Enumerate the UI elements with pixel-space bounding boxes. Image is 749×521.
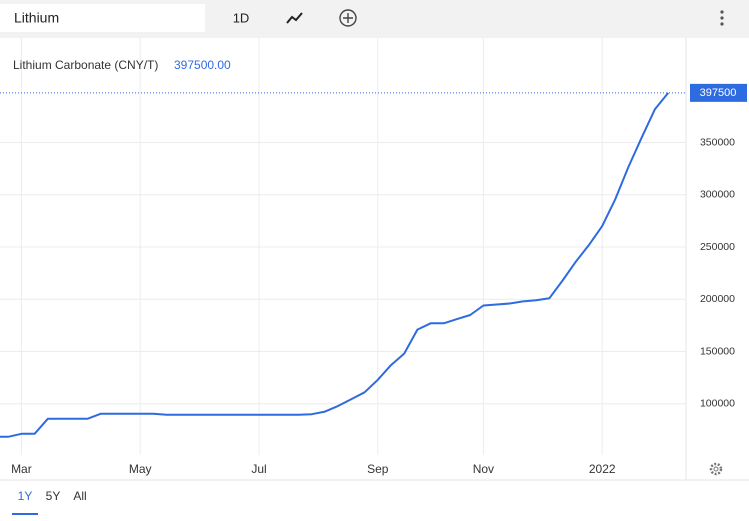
price-line [0,92,669,438]
range-button[interactable]: 5Y [46,489,61,503]
x-tick-label: May [129,462,152,476]
search-box[interactable] [0,4,205,32]
interval-button[interactable]: 1D [233,10,250,25]
range-buttons: 1Y 5Y All [12,489,87,515]
grid [0,38,686,455]
plot [0,92,686,438]
last-price-label: 397500 [700,87,737,99]
range-button[interactable]: All [73,489,86,503]
menu-icon[interactable] [720,10,724,26]
axes: 100000 150000 200000 250000 300000 350000 Mar M… [11,83,747,476]
add-icon-plus [343,13,353,23]
y-tick-label: 250000 [700,241,735,253]
chart-style-icon[interactable] [286,12,303,24]
y-tick-label: 350000 [700,136,735,148]
range-button[interactable]: 1Y [18,489,33,503]
settings-icon[interactable] [709,462,723,476]
add-icon[interactable] [339,9,357,27]
x-tick-label: 2022 [589,462,616,476]
y-tick-label: 150000 [700,345,735,357]
x-tick-label: Sep [367,462,389,476]
legend-title: Lithium Carbonate (CNY/T) [13,58,158,72]
y-tick-label: 300000 [700,189,735,201]
x-tick-label: Nov [473,462,494,476]
legend-value: 397500.00 [174,58,231,72]
search-text[interactable]: Lithium [14,10,59,26]
x-tick-label: Jul [251,462,266,476]
last-price-tag [690,83,747,102]
active-range-underline [12,513,38,515]
y-tick-label: 100000 [700,398,735,410]
y-tick-label: 200000 [700,293,735,305]
x-tick-label: Mar [11,462,32,476]
